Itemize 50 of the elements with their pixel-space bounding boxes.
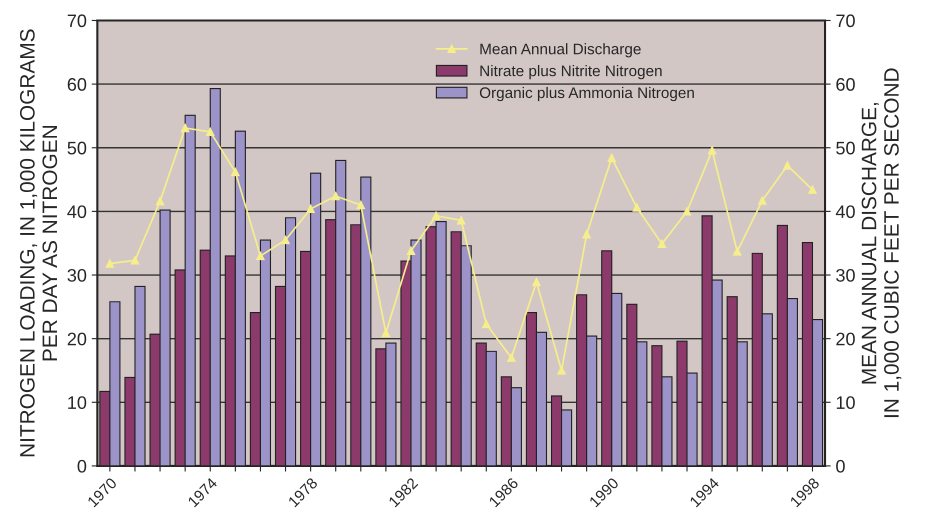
y2-tick-label: 60 (836, 78, 855, 91)
point (532, 278, 541, 286)
point (608, 154, 616, 162)
y-tick-label: 60 (68, 78, 86, 91)
y2-tick-label: 40 (836, 205, 855, 218)
y-tick-label: 20 (68, 332, 86, 346)
point (432, 212, 440, 220)
point (206, 128, 214, 136)
legend-label: Organic plus Ammonia Nitrogen (480, 86, 694, 102)
point (180, 124, 190, 132)
y-tick-label: 0 (78, 460, 86, 473)
point (281, 236, 290, 244)
y-axis-title: NITROGEN LOADING, IN 1,000 KILOGRAMS PER DAY AS NITROGEN (20, 29, 58, 456)
point (457, 216, 466, 224)
point (382, 328, 390, 338)
point (130, 256, 140, 265)
y2-tick-label: 0 (836, 460, 845, 473)
point (582, 230, 591, 238)
point (332, 192, 340, 200)
point (106, 259, 114, 268)
point (808, 186, 817, 194)
point (682, 207, 692, 216)
y-tick-label: 50 (68, 142, 86, 154)
legend-label: Nitrate plus Nitrite Nitrogen (480, 65, 662, 80)
y-tick-label: 10 (68, 396, 86, 410)
y2-tick-label: 50 (836, 142, 855, 154)
y2-axis-title: MEAN ANNUAL DISCHARGE, IN 1,000 CUBIC FEET PER SECOND (862, 68, 902, 418)
y2-tick-label: 30 (836, 268, 855, 282)
point (306, 204, 315, 214)
point (156, 197, 164, 206)
point (733, 247, 742, 256)
y2-tick-label: 10 (836, 396, 855, 410)
point (256, 252, 265, 260)
point (783, 161, 792, 170)
y-tick-label: 40 (67, 205, 86, 218)
point (406, 246, 416, 256)
y-tick-label: 70 (68, 14, 86, 28)
y2-tick-label: 70 (836, 14, 855, 28)
y2-tick-label: 20 (836, 332, 855, 346)
point (231, 168, 240, 176)
point (356, 200, 365, 210)
point (507, 354, 516, 362)
point (758, 196, 766, 205)
point (482, 320, 490, 328)
legend-label: Mean Annual Discharge (480, 43, 641, 58)
point (708, 146, 716, 154)
y-tick-label: 30 (68, 268, 86, 282)
point (557, 366, 566, 375)
point (658, 240, 666, 248)
point (632, 203, 641, 212)
